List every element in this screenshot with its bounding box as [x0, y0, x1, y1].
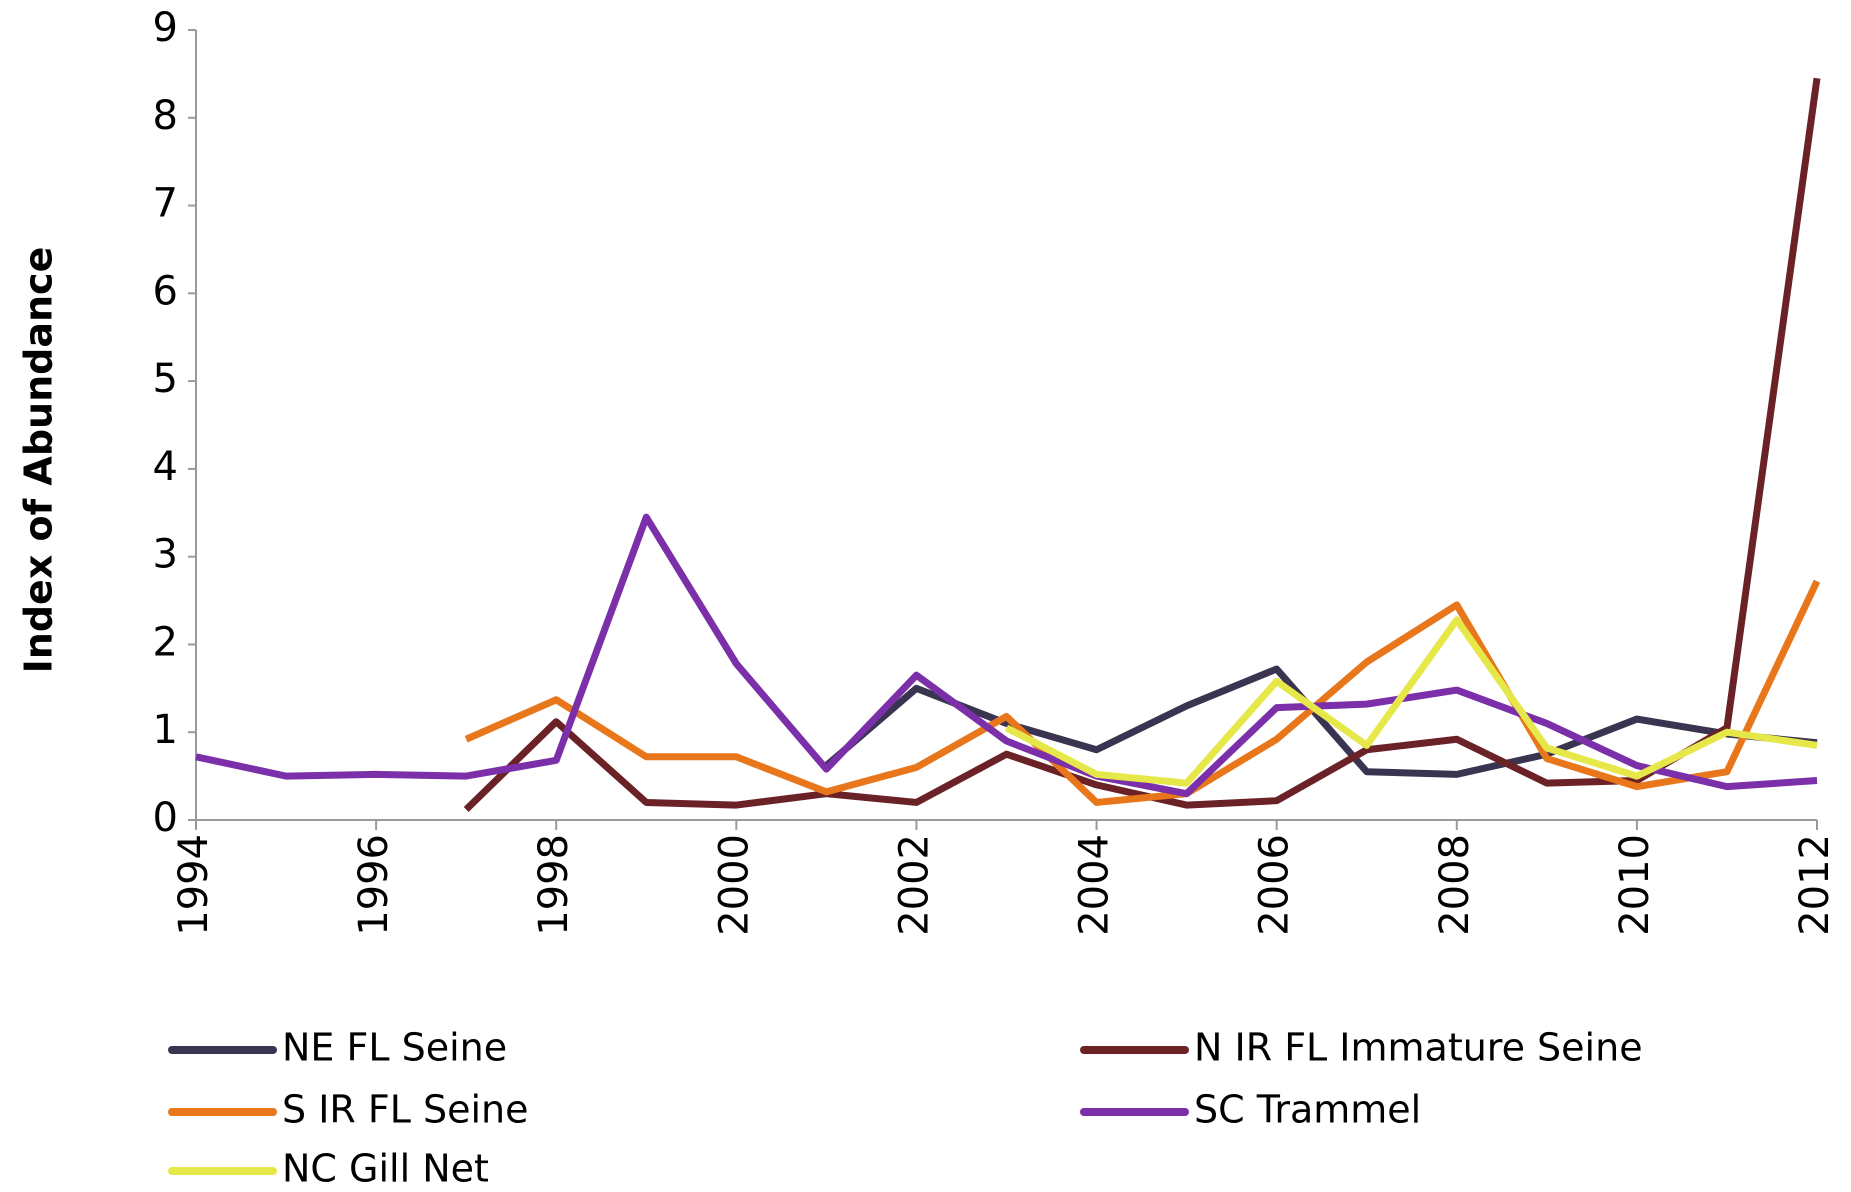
x-tick-label: 1996	[351, 834, 397, 936]
legend-label: SC Trammel	[1194, 1088, 1421, 1132]
series-line	[464, 579, 1821, 806]
x-tick-label: 1994	[171, 834, 217, 936]
y-tick-label: 1	[153, 707, 178, 753]
x-tick-label: 2006	[1252, 834, 1298, 936]
x-tick-label: 2004	[1072, 834, 1118, 936]
series-line	[195, 513, 1818, 798]
y-tick-label: 2	[153, 619, 178, 665]
y-tick-label: 3	[153, 532, 178, 578]
x-tick-label: 1998	[531, 834, 577, 936]
y-tick-label: 8	[153, 93, 178, 139]
y-tick-label: 4	[153, 444, 178, 490]
series-line	[463, 77, 1821, 812]
series-line	[824, 665, 1818, 778]
y-tick-label: 9	[153, 5, 178, 51]
y-axis-label: Index of Abundance	[17, 247, 61, 674]
legend-label: NE FL Seine	[282, 1026, 507, 1070]
y-tick-label: 5	[153, 356, 178, 402]
x-tick-label: 2012	[1792, 834, 1838, 936]
legend-label: N IR FL Immature Seine	[1194, 1026, 1643, 1070]
y-tick-label: 6	[153, 268, 178, 314]
legend-label: NC Gill Net	[282, 1147, 489, 1189]
legend-label: S IR FL Seine	[282, 1088, 529, 1132]
x-tick-label: 2000	[711, 834, 757, 936]
series-line	[1004, 616, 1818, 787]
y-tick-label: 0	[153, 795, 178, 841]
x-tick-label: 2010	[1612, 834, 1658, 936]
x-tick-label: 2002	[891, 834, 937, 936]
x-tick-label: 2008	[1432, 834, 1478, 936]
y-tick-label: 7	[153, 181, 178, 227]
